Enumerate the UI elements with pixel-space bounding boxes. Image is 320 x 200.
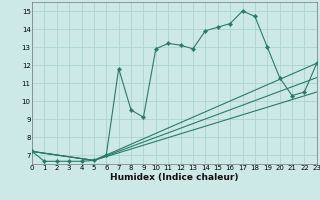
X-axis label: Humidex (Indice chaleur): Humidex (Indice chaleur) xyxy=(110,173,239,182)
